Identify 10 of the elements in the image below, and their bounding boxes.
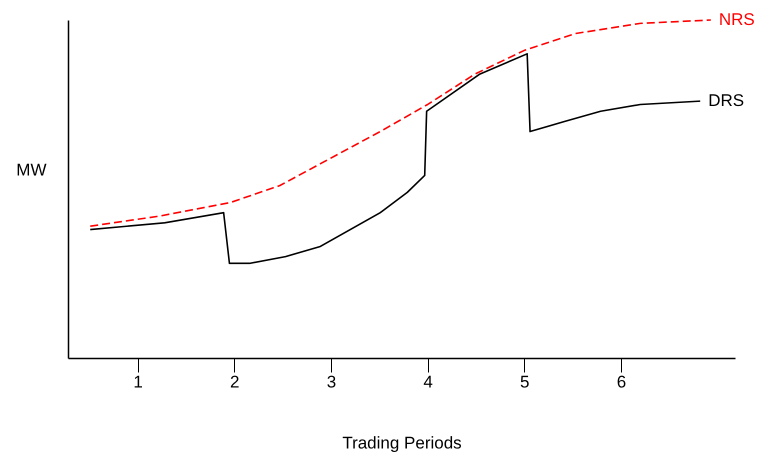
x-tick-label: 2 <box>230 372 240 392</box>
x-axis-title: Trading Periods <box>342 434 462 452</box>
series-label: DRS <box>708 91 744 110</box>
x-tick-label: 4 <box>423 372 433 392</box>
x-tick-label: 5 <box>520 372 530 392</box>
series-label: NRS <box>718 10 755 29</box>
y-axis-title: MW <box>16 160 46 180</box>
x-tick-label: 3 <box>326 372 336 392</box>
x-tick-label: 6 <box>616 372 626 392</box>
x-tick-label: 1 <box>133 372 143 392</box>
